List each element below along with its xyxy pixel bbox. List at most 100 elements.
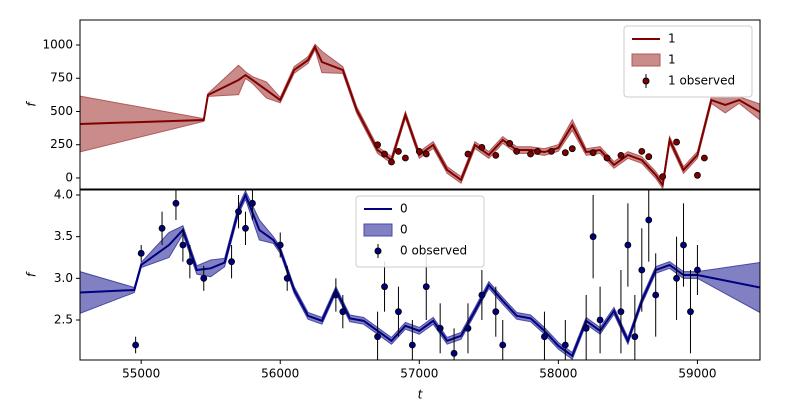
observed-point: [617, 151, 625, 159]
observed-point: [645, 216, 653, 224]
observed-point: [492, 151, 500, 159]
observed-point: [408, 341, 416, 349]
y-tick-label: 2.5: [54, 313, 73, 327]
legend-label: 0: [400, 202, 408, 216]
legend: 1 1 1 observed: [623, 25, 753, 98]
observed-point: [652, 291, 660, 299]
legend-swatch: [642, 77, 650, 85]
observed-point: [478, 143, 486, 151]
observed-point: [381, 150, 388, 158]
observed-point: [561, 149, 569, 157]
observed-point: [561, 341, 569, 349]
confidence-band: [80, 190, 760, 360]
observed-point: [548, 147, 555, 155]
observed-point: [339, 308, 347, 316]
observed-point: [589, 149, 597, 157]
legend-label: 0 observed: [400, 244, 467, 258]
axes-frame: [79, 19, 761, 190]
observed-point: [499, 341, 507, 349]
observed-point: [186, 258, 194, 266]
x-tick-label: 57000: [400, 367, 438, 381]
observed-point: [596, 316, 604, 324]
y-tick-label: 750: [50, 71, 73, 85]
y-tick-label: 3.5: [54, 229, 73, 243]
observed-point: [374, 141, 381, 149]
legend-label: 0: [400, 223, 408, 237]
observed-point: [228, 258, 235, 266]
legend-swatch: [374, 247, 382, 255]
observed-point: [700, 154, 708, 162]
observed-point: [589, 233, 597, 241]
observed-point: [200, 274, 208, 282]
observed-point: [422, 283, 430, 291]
observed-point: [276, 241, 284, 249]
observed-point: [158, 224, 166, 232]
observed-point: [694, 171, 701, 179]
line: [80, 44, 760, 188]
legend-label: 1 observed: [668, 74, 735, 88]
observed-point: [388, 158, 395, 166]
observed-point: [603, 154, 611, 162]
axes-frame: [79, 189, 761, 361]
observed-point: [631, 333, 639, 341]
observed-point: [659, 173, 667, 181]
legend-swatch: [363, 223, 393, 237]
observed-point: [478, 291, 486, 299]
observed-point: [401, 154, 409, 162]
x-tick-label: 55000: [122, 367, 160, 381]
observed-point: [506, 139, 514, 147]
legend: 0 0 0 observed: [355, 195, 485, 268]
observed-point: [283, 274, 291, 282]
observed-point: [568, 145, 576, 153]
y-tick-label: 1000: [42, 37, 73, 51]
y-tick-label: 0: [65, 170, 73, 184]
observed-point: [513, 147, 521, 155]
observed-point: [172, 199, 180, 207]
observed-point: [436, 324, 444, 332]
x-tick-label: 56000: [261, 367, 299, 381]
observed-point: [687, 308, 694, 316]
y-axis-label: f: [25, 101, 39, 107]
legend-box: [355, 195, 485, 268]
observed-point: [179, 241, 187, 249]
observed-point: [582, 324, 590, 332]
observed-point: [450, 349, 458, 357]
plot-area: [80, 190, 760, 360]
observed-point: [492, 308, 500, 316]
observed-point: [527, 150, 534, 158]
x-tick-label: 58000: [539, 367, 577, 381]
legend-box: [623, 25, 753, 98]
observed-point: [617, 308, 625, 316]
observed-point: [137, 249, 145, 257]
plot-area: [80, 43, 760, 189]
y-axis-label: f: [25, 271, 39, 277]
observed-point: [422, 150, 430, 158]
y-tick-label: 3.0: [54, 271, 73, 285]
legend-label: 1: [668, 32, 676, 46]
observed-point: [242, 224, 249, 232]
legend-label: 1: [668, 53, 676, 67]
observed-point: [624, 241, 632, 249]
observed-point: [464, 150, 472, 158]
observed-point: [374, 333, 381, 341]
observed-point: [680, 241, 687, 249]
y-tick-label: 250: [50, 137, 73, 151]
observed-point: [332, 291, 340, 299]
observed-point: [395, 147, 402, 155]
y-tick-label: 500: [50, 104, 73, 118]
observed-point: [132, 341, 140, 349]
observed-point: [395, 308, 402, 316]
observed-point: [673, 274, 680, 282]
observed-point: [235, 208, 242, 216]
observed-point: [381, 283, 388, 291]
observed-point: [638, 147, 646, 155]
x-axis-label: t: [418, 388, 424, 400]
observed-point: [694, 266, 701, 274]
observed-point: [638, 266, 646, 274]
observed-point: [415, 147, 423, 155]
legend-swatch: [631, 53, 661, 67]
y-tick-label: 4.0: [54, 188, 73, 202]
observed-point: [541, 333, 548, 341]
observed-point: [249, 199, 256, 207]
